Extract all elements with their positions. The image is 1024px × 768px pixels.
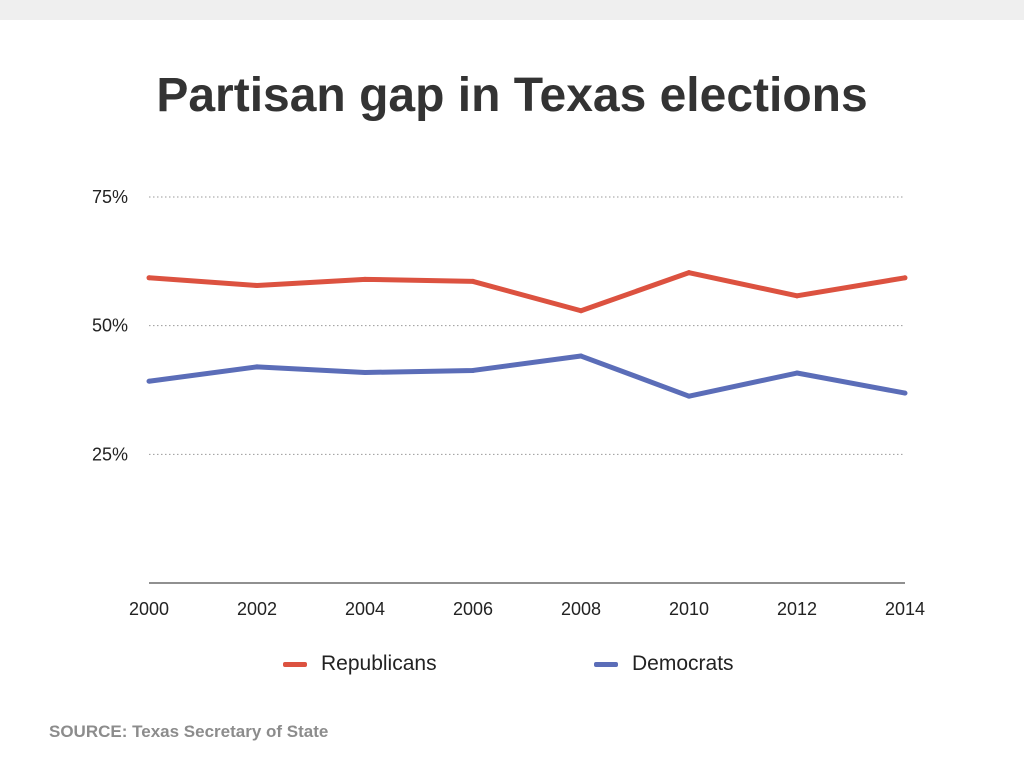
x-tick-label-2008: 2008 — [561, 599, 601, 619]
x-tick-label-2012: 2012 — [777, 599, 817, 619]
x-tick-label-2004: 2004 — [345, 599, 385, 619]
legend-swatch-republicans — [283, 661, 307, 667]
x-tick-label-2010: 2010 — [669, 599, 709, 619]
data-point-democrats-2014 — [902, 390, 908, 396]
data-point-republicans-2002 — [254, 283, 260, 289]
x-tick-label-2006: 2006 — [453, 599, 493, 619]
legend-label-republicans: Republicans — [321, 652, 437, 675]
data-point-republicans-2004 — [362, 276, 368, 282]
legend-item-democrats: Democrats — [594, 648, 734, 680]
chart-title: Partisan gap in Texas elections — [156, 69, 868, 122]
x-tick-label-2000: 2000 — [129, 599, 169, 619]
legend-swatch-democrats — [594, 661, 618, 667]
data-point-democrats-2010 — [686, 393, 692, 399]
series-lines — [146, 270, 908, 399]
data-point-republicans-2006 — [470, 278, 476, 284]
data-point-democrats-2012 — [794, 370, 800, 376]
data-point-democrats-2004 — [362, 370, 368, 376]
y-axis-ticks: 25% 50% 75% — [92, 187, 128, 464]
data-point-democrats-2002 — [254, 364, 260, 370]
data-point-democrats-2006 — [470, 367, 476, 373]
data-point-democrats-2000 — [146, 378, 152, 384]
series-line-democrats — [148, 353, 906, 399]
series-line-republicans — [148, 270, 906, 314]
data-point-republicans-2014 — [902, 275, 908, 281]
y-tick-label-25: 25% — [92, 444, 128, 464]
data-point-republicans-2012 — [794, 293, 800, 299]
data-point-republicans-2010 — [686, 270, 692, 276]
top-strip — [0, 0, 1024, 20]
data-point-republicans-2000 — [146, 275, 152, 281]
y-tick-label-75: 75% — [92, 187, 128, 207]
source-note: SOURCE: Texas Secretary of State — [49, 722, 329, 741]
data-point-democrats-2008 — [578, 353, 584, 359]
x-tick-label-2014: 2014 — [885, 599, 925, 619]
x-axis-ticks: 2000 2002 2004 2006 2008 2010 2012 2014 — [129, 599, 925, 619]
legend: Republicans Democrats — [0, 648, 1024, 680]
gridlines — [149, 196, 905, 455]
legend-item-republicans: Republicans — [283, 648, 437, 680]
legend-label-democrats: Democrats — [632, 652, 734, 675]
data-point-republicans-2008 — [578, 308, 584, 314]
y-tick-label-50: 50% — [92, 316, 128, 336]
x-tick-label-2002: 2002 — [237, 599, 277, 619]
